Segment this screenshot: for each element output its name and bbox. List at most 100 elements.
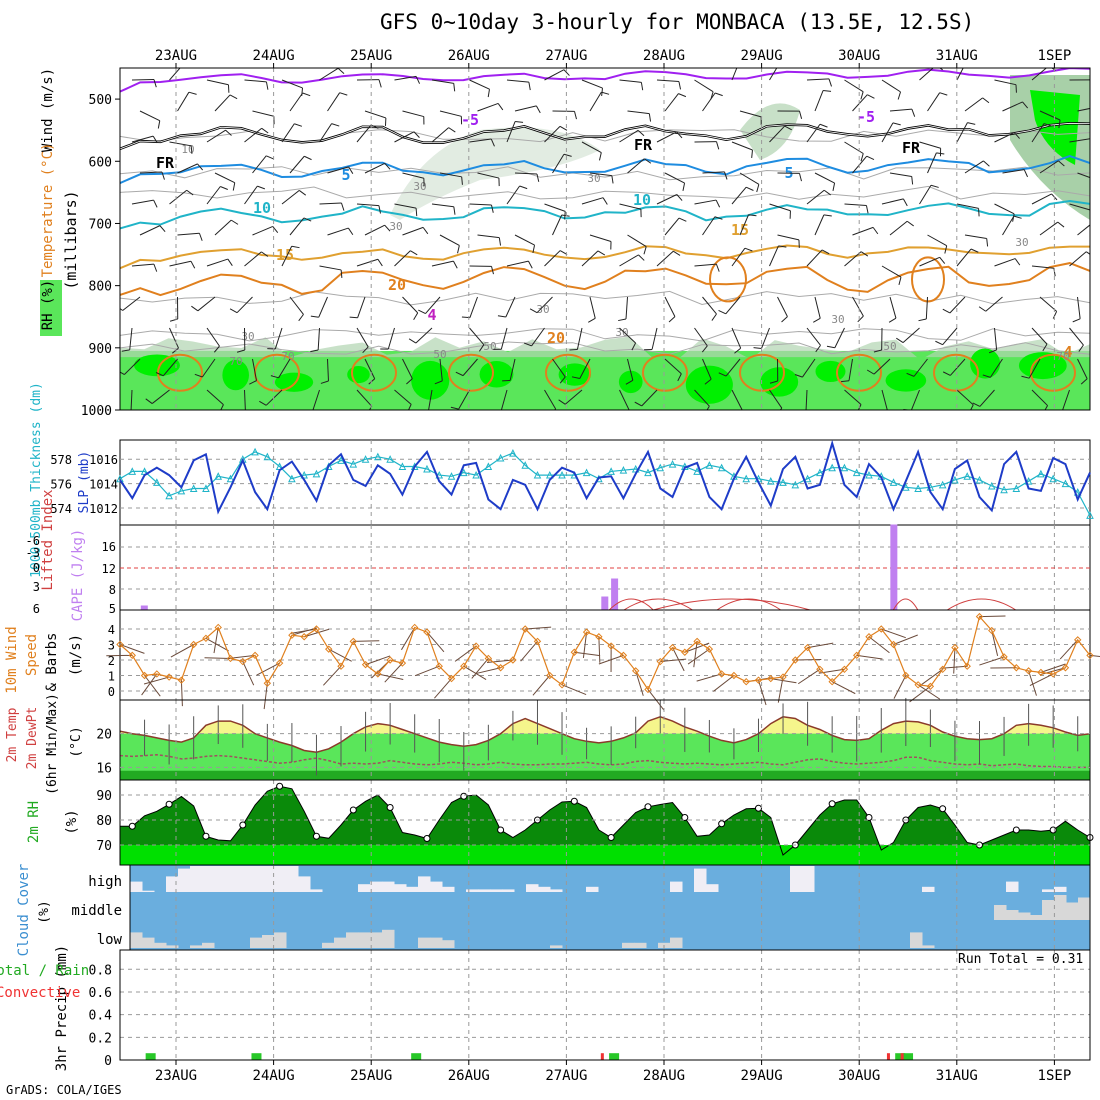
cloud-bar-high — [550, 889, 563, 892]
wind-barb — [641, 389, 658, 407]
wind-speed-point — [496, 664, 505, 672]
wind-barb-flag — [718, 372, 727, 377]
wind-barb-flag — [936, 152, 945, 155]
thickness-point — [189, 484, 198, 492]
wind-barb — [214, 94, 231, 112]
wind-barb — [252, 358, 257, 381]
cloud-bar-low — [550, 945, 563, 948]
wind-barb-flag — [370, 124, 379, 129]
rh-unit-label: (%) — [64, 809, 80, 834]
wind-barb-flag — [823, 214, 832, 217]
wind-barb — [844, 203, 867, 206]
wind-barb — [619, 327, 636, 344]
wind-speed-point — [460, 662, 468, 670]
wind-barb-flag — [155, 372, 164, 377]
wind-barb-flag — [714, 216, 723, 220]
cloud-bar-high — [706, 884, 719, 892]
thickness-point — [914, 484, 922, 492]
wind-speed-point — [337, 662, 345, 670]
wind-barb — [1069, 327, 1084, 346]
wind-barb-flag — [988, 349, 997, 354]
wind-barb — [514, 172, 537, 175]
wind-barb — [462, 358, 478, 376]
isotherm — [120, 68, 1090, 93]
cloud-tick-label: middle — [71, 903, 122, 919]
wind-speed-point — [951, 643, 959, 652]
wind-tick-label: 1 — [108, 670, 115, 684]
wind-barb — [1002, 101, 1023, 112]
wind-barb — [1077, 107, 1090, 112]
chart-title: GFS 0~10day 3-hourly for MONBACA (13.5E,… — [380, 10, 975, 34]
wind-barb-flag — [794, 374, 803, 378]
wind-barb-flag — [558, 399, 566, 405]
wind-speed-point — [767, 674, 775, 683]
wind-barb-flag — [598, 152, 602, 161]
wind-barb-flag — [857, 315, 864, 323]
isotherm — [120, 154, 1090, 184]
wind-barb — [206, 327, 220, 347]
wind-barb — [402, 226, 424, 236]
wind-speed-point — [386, 656, 394, 664]
wind-barb — [242, 661, 255, 686]
isotherm-label: 20 — [388, 276, 406, 294]
wind-axis-label-4: (m/s) — [68, 634, 84, 676]
wind-barb — [814, 90, 824, 112]
wind-barb — [384, 662, 403, 683]
wind-barb — [856, 654, 883, 660]
wind-speed-point — [902, 671, 910, 680]
wind-barb-flag — [227, 258, 233, 266]
wind-barb — [581, 79, 603, 89]
wind-barb-flag — [197, 163, 204, 171]
wind-barb-flag — [872, 227, 879, 235]
wind-barb — [731, 141, 753, 151]
grads-credit: GrADS: COLA/IGES — [6, 1083, 122, 1097]
wind-barb — [281, 246, 293, 267]
wind-barb-flag — [257, 185, 266, 190]
cloud-bar-high — [190, 866, 203, 892]
cloud-bar-low — [202, 942, 215, 948]
wind-barb — [589, 91, 602, 112]
wind-barb-flag — [643, 246, 647, 255]
rain-bar — [903, 1053, 914, 1060]
wind-barb — [902, 327, 920, 343]
cloud-bar-middle — [1078, 897, 1091, 920]
wind-barb — [994, 258, 1016, 267]
wind-barb — [463, 665, 487, 680]
wind-speed-point — [988, 626, 996, 635]
thickness-point — [1073, 488, 1082, 496]
wind-barb-flag — [1058, 119, 1061, 128]
wind-speed-point — [300, 633, 308, 641]
wind-speed-point — [1049, 670, 1057, 678]
wind-barb — [868, 636, 890, 654]
thickness-point — [742, 474, 751, 483]
temp-tick-label: 16 — [96, 761, 112, 776]
wind-barb — [731, 247, 746, 267]
y-tick-label: 1000 — [81, 404, 112, 419]
cloud-bar-high — [1054, 886, 1067, 892]
wind-barb-flag — [535, 105, 541, 114]
wind-barb — [169, 327, 179, 349]
cloud-bar-low — [250, 937, 263, 948]
wind-barb — [1039, 160, 1059, 174]
wind-barb — [834, 327, 845, 348]
isotherm — [120, 199, 1090, 230]
wind-barb — [660, 658, 687, 663]
rh-90-blob — [222, 359, 249, 391]
wind-barb — [881, 265, 902, 278]
wind-barb — [919, 141, 941, 149]
wind-barb — [770, 678, 797, 684]
rh-70-fill-core — [120, 357, 1090, 410]
cape-axis-label: CAPE (J/kg) — [70, 529, 86, 622]
wind-barb — [985, 296, 1003, 312]
wind-barb-flag — [261, 127, 269, 134]
wind-barb — [910, 389, 920, 410]
temp-axis-label-4: (°C) — [69, 726, 84, 757]
thickness-point — [202, 484, 210, 492]
wind-barb — [426, 631, 445, 653]
wind-barb — [814, 214, 825, 236]
wind-speed-point — [275, 659, 284, 667]
wind-speed-point — [828, 677, 836, 686]
cloud-bar-low — [670, 937, 683, 948]
thickness-point — [484, 462, 493, 471]
